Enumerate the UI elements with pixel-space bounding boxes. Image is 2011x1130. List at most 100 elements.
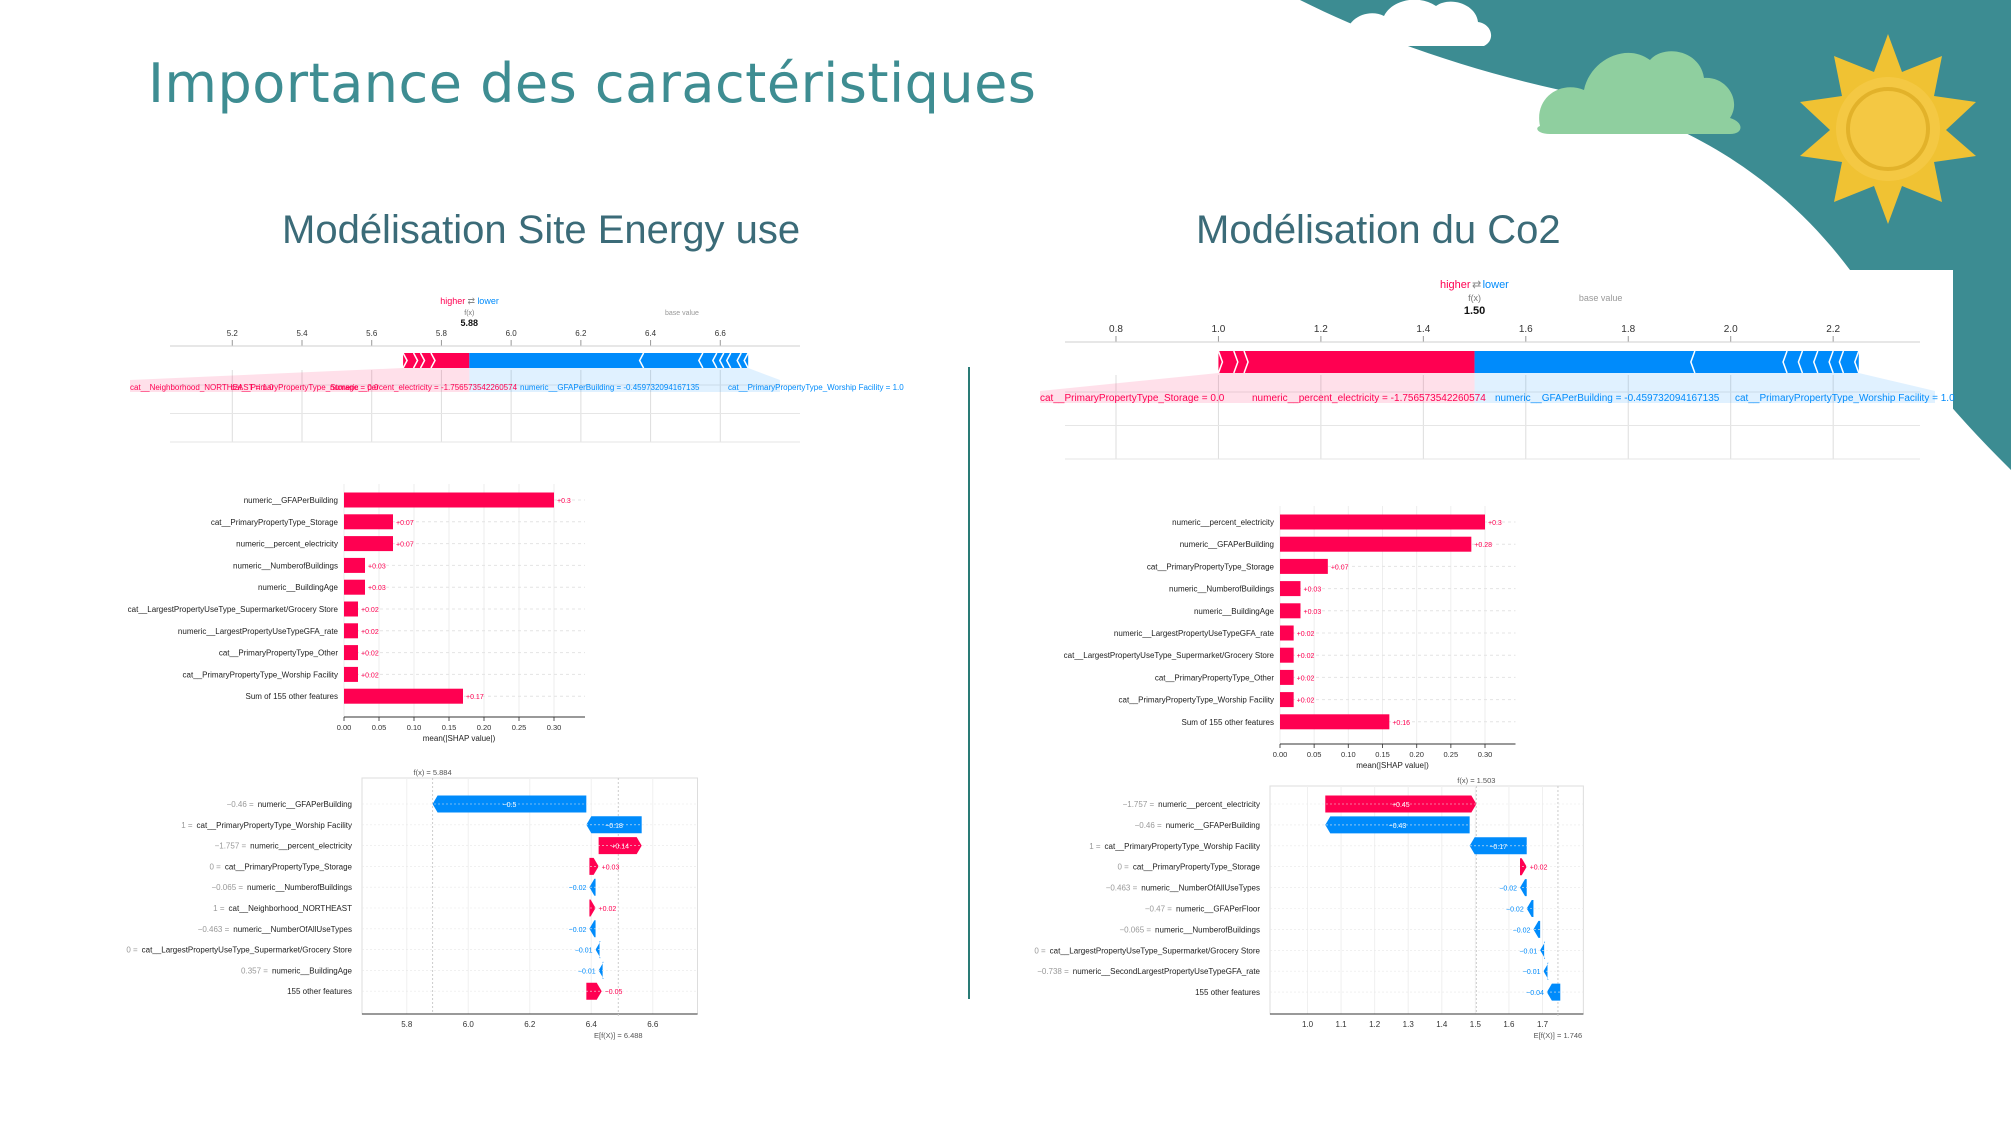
swap-arrow-icon: ⇄ <box>1472 279 1481 291</box>
feature-label: numeric__NumberofBuildings <box>1155 925 1260 934</box>
axis-tick-label: 1.0 <box>1302 1020 1314 1029</box>
bar <box>1280 581 1301 597</box>
feature-value-label: −0.065 = <box>1119 925 1151 934</box>
category-label: cat__PrimaryPropertyType_Storage <box>211 518 339 527</box>
axis-tick-label: 0.8 <box>1109 324 1123 335</box>
feature-label: 155 other features <box>287 987 352 996</box>
feature-label: cat__PrimaryPropertyType_Storage <box>225 862 353 871</box>
bar <box>1280 536 1472 552</box>
value-label: +0.07 <box>396 542 414 549</box>
feature-value-label: 1 = <box>1089 842 1101 851</box>
negative-separator <box>711 352 718 369</box>
feature-label: numeric__GFAPerBuilding <box>258 800 352 809</box>
contribution-label: −0.02 <box>1513 927 1531 934</box>
base-value-label: base value <box>665 310 699 317</box>
slide-title: Importance des caractéristiques <box>148 52 1037 115</box>
positive-separator <box>402 352 408 369</box>
negative-separator <box>718 352 725 369</box>
axis-tick-label: 6.6 <box>647 1020 659 1029</box>
base-value-label: E[f(X)] = 6.488 <box>594 1031 643 1040</box>
contribution-label: +0.02 <box>599 906 617 913</box>
bar <box>344 623 358 639</box>
positive-separator <box>1233 350 1239 374</box>
higher-label: higher <box>440 296 465 306</box>
positive-bar <box>1218 351 1475 373</box>
feature-label: numeric__BuildingAge <box>272 966 353 975</box>
base-value-label: base value <box>1579 293 1623 303</box>
swap-arrow-icon: ⇄ <box>468 296 476 306</box>
feature-value-label: −0.46 = <box>227 800 254 809</box>
contribution-label: −0.5 <box>503 802 517 809</box>
positive-separator <box>430 352 436 369</box>
cloud-icon <box>1343 0 1492 46</box>
feature-label: numeric__percent_electricity <box>250 842 352 851</box>
category-label: numeric__BuildingAge <box>1194 607 1275 616</box>
category-label: numeric__LargestPropertyUseTypeGFA_rate <box>1114 629 1275 638</box>
axis-tick-label: 1.1 <box>1336 1020 1348 1029</box>
axis-tick-label: 6.6 <box>715 329 727 338</box>
contribution-label: −0.43 <box>1389 823 1407 830</box>
fx-value: 1.50 <box>1464 305 1485 317</box>
energy-bar-chart: 0.00 0.05 0.10 0.15 0.20 0.25 0.30 numeric__GFA… <box>128 484 585 743</box>
negative-label-region <box>469 368 780 392</box>
category-label: Sum of 155 other features <box>246 692 339 701</box>
feature-label: numeric__NumberOfAllUseTypes <box>1141 884 1260 893</box>
bar <box>1280 603 1301 619</box>
lower-label: lower <box>477 296 499 306</box>
feature-label: numeric__NumberofBuildings <box>247 883 352 892</box>
bar <box>1280 714 1390 730</box>
positive-label-region <box>130 368 470 392</box>
axis-tick-label: 5.6 <box>366 329 378 338</box>
positive-feature-label: numeric__percent_electricity = -1.756573… <box>1252 393 1486 404</box>
axis-tick-label: 0.30 <box>547 723 562 732</box>
contribution-label: −0.01 <box>575 948 593 955</box>
axis-tick-label: 1.5 <box>1470 1020 1482 1029</box>
fx-label: f(x) = 1.503 <box>1457 776 1495 785</box>
negative-separator <box>1690 350 1696 374</box>
waterfall-bar <box>598 837 642 855</box>
contribution-label: +0.45 <box>1392 802 1410 809</box>
value-label: +0.02 <box>361 672 379 679</box>
negative-feature-label: cat__PrimaryPropertyType_Worship Facilit… <box>728 383 904 392</box>
waterfall-bar <box>598 961 604 979</box>
contribution-label: −0.05 <box>605 989 623 996</box>
positive-feature-label: numeric__percent_electricity = -1.756573… <box>330 383 518 392</box>
positive-label-region <box>1040 373 1475 403</box>
category-label: cat__LargestPropertyUseType_Supermarket/… <box>128 605 339 614</box>
value-label: +0.03 <box>1304 587 1322 594</box>
bar <box>1280 514 1485 530</box>
axis-tick-label: 1.6 <box>1503 1020 1515 1029</box>
axis-tick-label: 1.8 <box>1621 324 1635 335</box>
negative-bar <box>1474 351 1859 373</box>
feature-value-label: −0.738 = <box>1037 967 1069 976</box>
contribution-label: −0.18 <box>605 823 623 830</box>
negative-separator <box>1812 350 1819 374</box>
positive-bar <box>403 353 470 368</box>
positive-separator <box>412 352 419 369</box>
bar <box>344 492 554 508</box>
feature-value-label: −0.463 = <box>198 925 230 934</box>
base-value-label: E[f(X)] = 1.746 <box>1534 1031 1583 1040</box>
feature-label: numeric__GFAPerFloor <box>1176 905 1260 914</box>
category-label: numeric__percent_electricity <box>236 540 338 549</box>
feature-label: numeric__SecondLargestPropertyUseTypeGFA… <box>1073 967 1261 976</box>
contribution-label: −0.02 <box>569 927 587 934</box>
value-label: +0.03 <box>1304 609 1322 616</box>
axis-tick-label: 0.00 <box>337 723 352 732</box>
contribution-label: +0.03 <box>602 864 620 871</box>
feature-label: cat__Neighborhood_NORTHEAST <box>229 904 353 913</box>
value-label: +0.02 <box>1297 653 1315 660</box>
category-label: cat__LargestPropertyUseType_Supermarket/… <box>1064 651 1275 660</box>
co2-bar-chart: 0.00 0.05 0.10 0.15 0.20 0.25 0.30 numeric__per… <box>1064 506 1516 770</box>
bar <box>1280 692 1294 708</box>
axis-tick-label: 6.2 <box>524 1020 536 1029</box>
bar <box>344 688 463 704</box>
value-label: +0.3 <box>1488 520 1502 527</box>
value-label: +0.02 <box>361 607 379 614</box>
feature-label: cat__PrimaryPropertyType_Worship Facilit… <box>197 821 352 830</box>
feature-value-label: 1 = <box>213 904 225 913</box>
bar <box>344 536 393 552</box>
negative-separator <box>743 352 749 369</box>
